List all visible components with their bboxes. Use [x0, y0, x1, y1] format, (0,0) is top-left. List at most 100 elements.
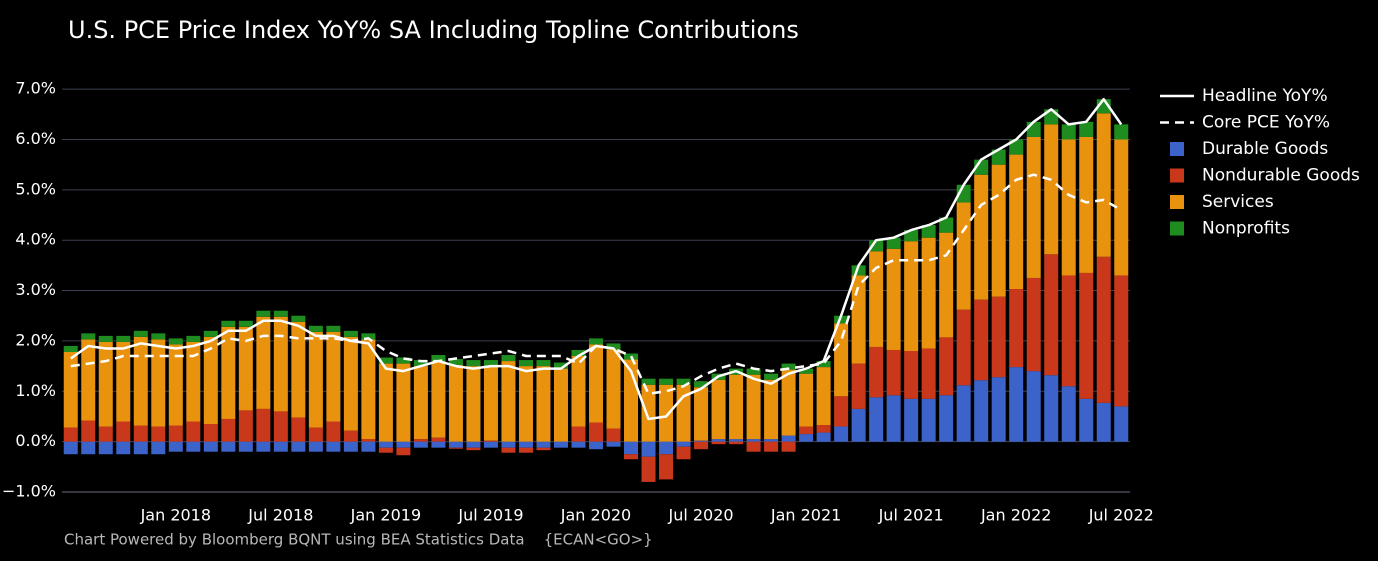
bar-segment: [974, 174, 989, 300]
bar-segment: [501, 355, 516, 362]
bar-segment: [238, 320, 253, 327]
bar-segment: [518, 441, 533, 448]
bar-segment: [203, 330, 218, 337]
bar-segment: [869, 346, 884, 398]
chart-title: U.S. PCE Price Index YoY% SA Including T…: [68, 16, 799, 44]
bar-segment: [221, 320, 236, 327]
bar-segment: [816, 367, 831, 426]
x-tick-label: Jan 2021: [770, 506, 841, 525]
bar-segment: [1009, 139, 1024, 155]
bar-segment: [729, 374, 744, 440]
bar-segment: [308, 325, 323, 332]
bar-segment: [133, 425, 148, 442]
bar-segment: [764, 373, 779, 380]
bar-segment: [886, 248, 901, 350]
bar-segment: [746, 374, 761, 440]
x-tick-label: Jul 2018: [247, 506, 313, 525]
bar-segment: [851, 275, 866, 364]
bar-segment: [186, 421, 201, 442]
bar-segment: [326, 441, 341, 452]
bar-segment: [221, 326, 236, 419]
bar-segment: [904, 398, 919, 442]
legend-label: Headline YoY%: [1202, 86, 1328, 106]
bar-segment: [1096, 113, 1111, 257]
legend-swatch: [1170, 168, 1184, 183]
bar-segment: [273, 316, 288, 412]
bar-segment: [834, 426, 849, 442]
bar-segment: [81, 441, 96, 455]
bar-segment: [343, 430, 358, 442]
bar-segment: [116, 421, 131, 442]
bar-segment: [168, 441, 183, 452]
bar-segment: [273, 310, 288, 317]
bar-segment: [816, 425, 831, 433]
bar-segment: [816, 432, 831, 442]
bar-segment: [448, 365, 463, 442]
bar-segment: [606, 343, 621, 350]
bar-segment: [291, 441, 306, 452]
bar-segment: [221, 418, 236, 442]
y-tick-label: 1.0%: [15, 381, 56, 400]
x-tick-label: Jan 2018: [140, 506, 211, 525]
bar-segment: [238, 441, 253, 452]
bar-segment: [1044, 375, 1059, 442]
bar-segment: [116, 341, 131, 422]
bar-segment: [1079, 121, 1094, 137]
bar-segment: [659, 384, 674, 442]
bar-segment: [151, 426, 166, 442]
legend-swatch: [1170, 221, 1184, 236]
bar-segment: [1009, 154, 1024, 290]
bar-segment: [676, 446, 691, 460]
bar-segment: [483, 360, 498, 367]
bar-segment: [606, 428, 621, 442]
bar-segment: [1079, 398, 1094, 442]
bar-segment: [799, 368, 814, 374]
bar-segment: [869, 397, 884, 442]
bar-segment: [413, 441, 428, 448]
x-tick-label: Jul 2019: [457, 506, 523, 525]
bar-segment: [291, 417, 306, 442]
bar-segment: [1114, 406, 1129, 442]
y-tick-label: 4.0%: [15, 230, 56, 249]
bar-segment: [343, 330, 358, 337]
bar-segment: [834, 396, 849, 427]
legend-label: Nonprofits: [1202, 219, 1290, 239]
x-tick-label: Jul 2022: [1088, 506, 1154, 525]
legend-label: Durable Goods: [1202, 139, 1328, 159]
source-note: Chart Powered by Bloomberg BQNT using BE…: [64, 531, 653, 549]
bar-segment: [571, 426, 586, 442]
bar-segment: [361, 333, 376, 340]
bar-segment: [291, 321, 306, 418]
bar-segment: [694, 440, 709, 442]
bar-segment: [396, 357, 411, 364]
bar-segment: [501, 447, 516, 453]
bar-segment: [431, 355, 446, 362]
bar-segment: [378, 357, 393, 364]
bar-segment: [956, 202, 971, 310]
bar-segment: [483, 440, 498, 442]
bar-segment: [256, 316, 271, 409]
bar-segment: [588, 344, 604, 423]
bar-segment: [536, 366, 551, 442]
bar-segment: [1061, 139, 1076, 276]
bar-segment: [326, 421, 341, 442]
bar-segment: [256, 408, 271, 442]
bar-segment: [186, 335, 201, 342]
bar-segment: [308, 441, 323, 452]
bar-segment: [1096, 256, 1111, 403]
bar-segment: [413, 366, 428, 440]
legend-label: Services: [1202, 192, 1274, 212]
bar-segment: [431, 437, 446, 442]
bar-segment: [781, 369, 796, 436]
bar-segment: [1079, 272, 1094, 399]
bar-segment: [133, 441, 148, 455]
bar-segment: [571, 356, 586, 427]
bar-segment: [343, 336, 358, 431]
bar-segment: [203, 424, 218, 442]
bar-segment: [729, 439, 744, 442]
bar-segment: [448, 441, 463, 448]
bar-segment: [553, 441, 568, 448]
bar-segment: [834, 323, 849, 397]
bar-segment: [238, 326, 253, 411]
legend-label: Nondurable Goods: [1202, 166, 1360, 186]
